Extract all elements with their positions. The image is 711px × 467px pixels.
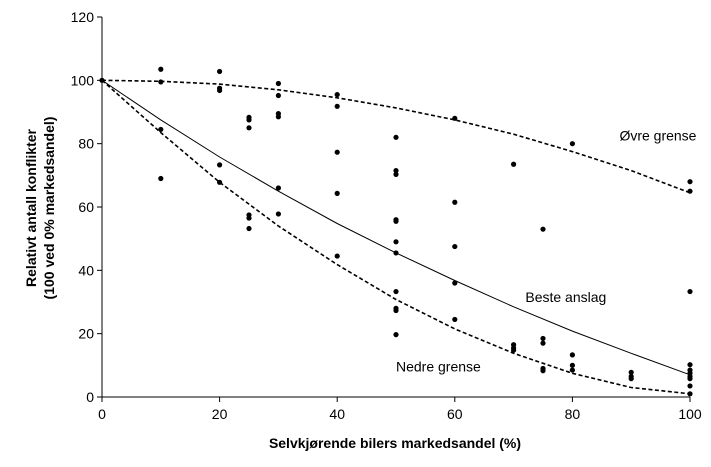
best-estimate-curve xyxy=(101,79,691,376)
data-point xyxy=(393,307,399,314)
x-tick-label: 100 xyxy=(678,406,702,422)
data-point xyxy=(334,91,340,98)
x-axis-title: Selvkjørende bilers markedsandel (%) xyxy=(269,435,521,451)
data-point xyxy=(687,179,693,185)
x-tick-label: 40 xyxy=(329,406,345,422)
y-tick-label: 100 xyxy=(71,72,95,88)
data-point xyxy=(393,239,399,245)
data-point xyxy=(687,391,693,397)
data-point xyxy=(275,80,281,87)
data-point xyxy=(334,103,340,109)
data-point xyxy=(158,66,164,72)
data-point xyxy=(687,188,693,194)
data-point xyxy=(510,347,517,353)
data-point xyxy=(275,185,281,191)
data-points xyxy=(99,66,693,397)
x-tick-label: 0 xyxy=(98,406,106,422)
annotation-nedre-grense: Nedre grense xyxy=(396,359,481,375)
data-point xyxy=(540,340,546,346)
data-point xyxy=(687,288,693,295)
data-point xyxy=(275,211,281,217)
data-point xyxy=(334,190,340,196)
data-point xyxy=(687,362,693,368)
y-tick-label: 120 xyxy=(71,9,95,25)
data-point xyxy=(452,115,458,121)
y-tick-label: 40 xyxy=(78,262,94,278)
y-tick-label: 0 xyxy=(86,389,94,405)
y-tick-label: 60 xyxy=(78,199,94,215)
data-point xyxy=(393,250,399,256)
data-point xyxy=(334,149,340,155)
data-point xyxy=(393,134,399,140)
x-tick-label: 20 xyxy=(212,406,228,422)
data-point xyxy=(246,225,252,232)
data-point xyxy=(569,141,576,147)
data-point xyxy=(158,126,164,133)
data-point xyxy=(452,316,458,323)
data-point xyxy=(540,226,546,232)
lower-limit-curve xyxy=(101,79,691,395)
data-point xyxy=(687,376,693,382)
data-point xyxy=(217,162,223,168)
tick-labels: 0 20 40 60 80 100 120 0 20 40 60 80 100 xyxy=(71,9,702,422)
data-point xyxy=(540,335,546,342)
data-point xyxy=(99,77,105,83)
data-point xyxy=(393,332,399,338)
data-point xyxy=(628,376,634,382)
data-point xyxy=(334,253,340,259)
data-point xyxy=(275,92,281,99)
data-point xyxy=(569,352,576,358)
upper-limit-curve xyxy=(101,79,691,194)
data-point xyxy=(275,114,281,120)
x-tick-label: 80 xyxy=(565,406,581,422)
data-point xyxy=(246,117,252,123)
data-point xyxy=(569,367,576,373)
y-axis-title-line1: Relativt antall konflikter xyxy=(23,128,39,286)
data-point xyxy=(158,79,164,85)
data-point xyxy=(246,125,252,131)
y-tick-label: 20 xyxy=(78,326,94,342)
annotation-ovre-grense: Øvre grense xyxy=(619,128,696,144)
curves xyxy=(101,79,691,395)
data-point xyxy=(393,171,399,177)
x-tick-label: 60 xyxy=(447,406,463,422)
data-point xyxy=(452,199,458,205)
data-point xyxy=(393,288,399,295)
annotation-beste-anslag: Beste anslag xyxy=(525,289,606,305)
axes xyxy=(97,16,691,402)
y-axis-title-line2: (100 ved 0% markedsandel) xyxy=(41,117,57,300)
y-tick-label: 80 xyxy=(78,136,94,152)
data-point xyxy=(628,369,634,375)
data-point xyxy=(452,280,458,286)
data-point xyxy=(217,179,223,185)
data-point xyxy=(217,68,223,75)
data-point xyxy=(510,161,517,167)
data-point xyxy=(569,362,576,368)
data-point xyxy=(393,218,399,224)
data-point xyxy=(540,368,546,374)
data-point xyxy=(452,243,458,250)
data-point xyxy=(393,167,399,174)
data-point xyxy=(246,215,252,221)
data-point xyxy=(217,87,223,94)
data-point xyxy=(158,175,164,182)
data-point xyxy=(687,383,693,389)
